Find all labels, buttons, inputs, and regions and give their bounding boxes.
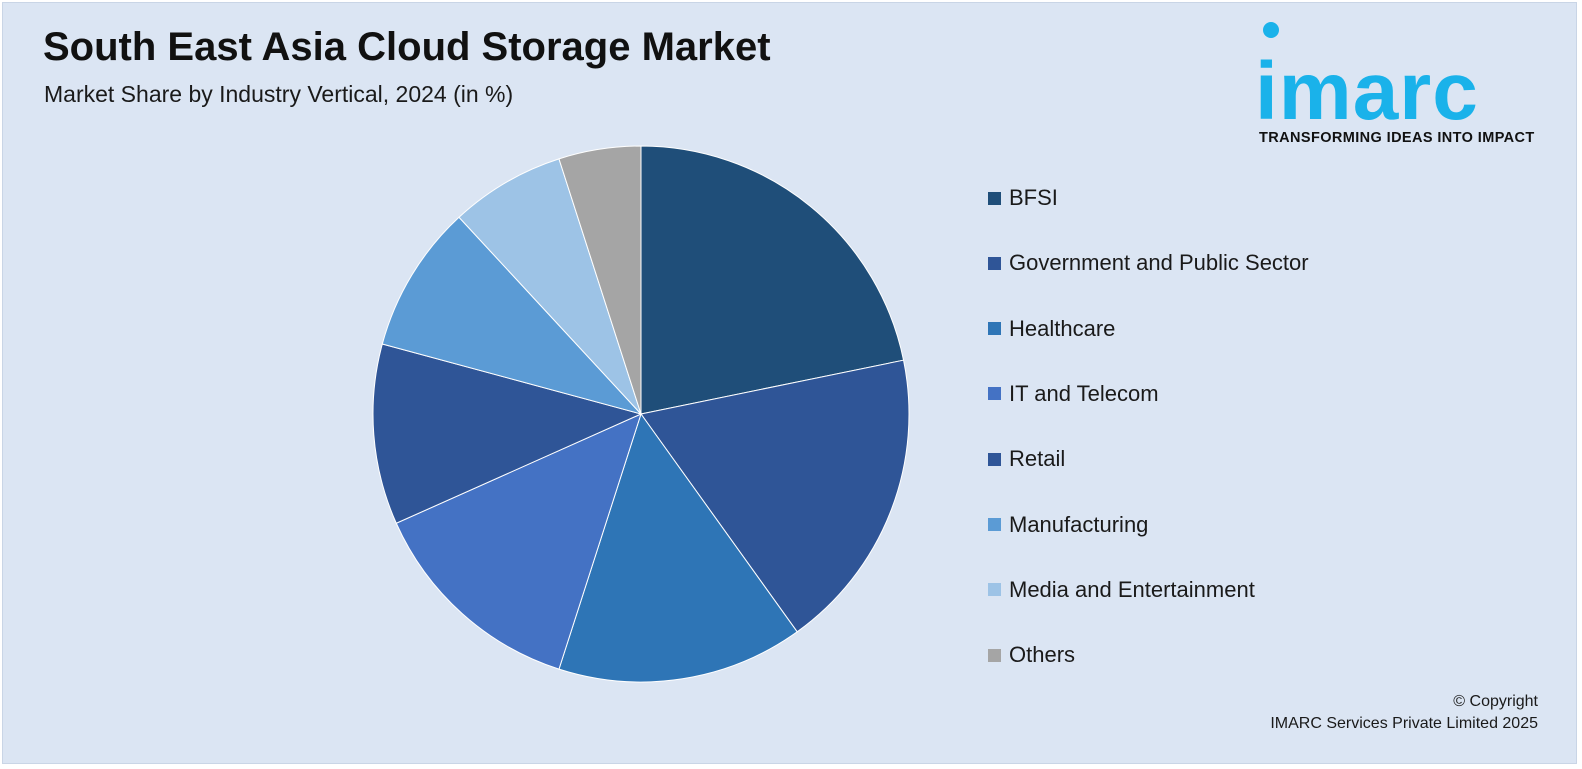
legend-label: Government and Public Sector [1009,250,1309,276]
legend-swatch [988,191,1001,205]
logo-tagline: TRANSFORMING IDEAS INTO IMPACT [1259,130,1535,146]
pie-slice-others [558,145,642,415]
logo-wordmark: imarc [1255,46,1479,137]
copyright-line-2: IMARC Services Private Limited 2025 [1270,715,1538,732]
legend-item-others: Others [988,640,1075,670]
legend-item-it-and-telecom: IT and Telecom [988,379,1159,409]
copyright-line-1: © Copyright [1453,693,1538,710]
legend-swatch [988,256,1001,270]
legend-label: Retail [1009,446,1066,472]
pie-slice-manufacturing [381,216,643,415]
legend-label: BFSI [1009,185,1058,210]
copyright-notice: © Copyright IMARC Services Private Limit… [1270,691,1538,735]
logo-dot-icon [1263,22,1279,38]
legend-swatch [988,322,1001,336]
pie-slice-government-and-public-sector [640,359,910,633]
pie-slice-it-and-telecom [395,413,642,670]
legend-swatch [988,518,1001,531]
legend-item-retail: Retail [988,444,1065,474]
pie-slice-healthcare [558,412,798,683]
legend-item-bfsi: BFSI [988,183,1058,213]
pie-slice-media-and-entertainment [458,158,642,415]
legend-swatch [988,583,1001,597]
legend-swatch [988,648,1001,662]
legend-label: Media and Entertainment [1009,576,1255,602]
imarc-logo: imarc TRANSFORMING IDEAS INTO IMPACT [1243,19,1563,149]
legend-label: Manufacturing [1009,511,1149,537]
pie-slice-bfsi [640,145,905,415]
legend-item-healthcare: Healthcare [988,314,1115,344]
legend-label: Healthcare [1009,315,1116,341]
legend-swatch [988,452,1001,466]
legend-item-media-and-entertainment: Media and Entertainment [988,575,1255,605]
chart-title: South East Asia Cloud Storage Market [43,25,771,69]
pie-chart [372,145,910,683]
legend-item-manufacturing: Manufacturing [988,510,1148,540]
chart-subtitle: Market Share by Industry Vertical, 2024 … [44,81,514,107]
legend-swatch [988,387,1001,401]
legend-item-government-and-public-sector: Government and Public Sector [988,248,1309,278]
pie-slice-retail [372,343,643,524]
legend-label: Others [1009,642,1076,668]
legend-label: IT and Telecom [1009,380,1159,406]
